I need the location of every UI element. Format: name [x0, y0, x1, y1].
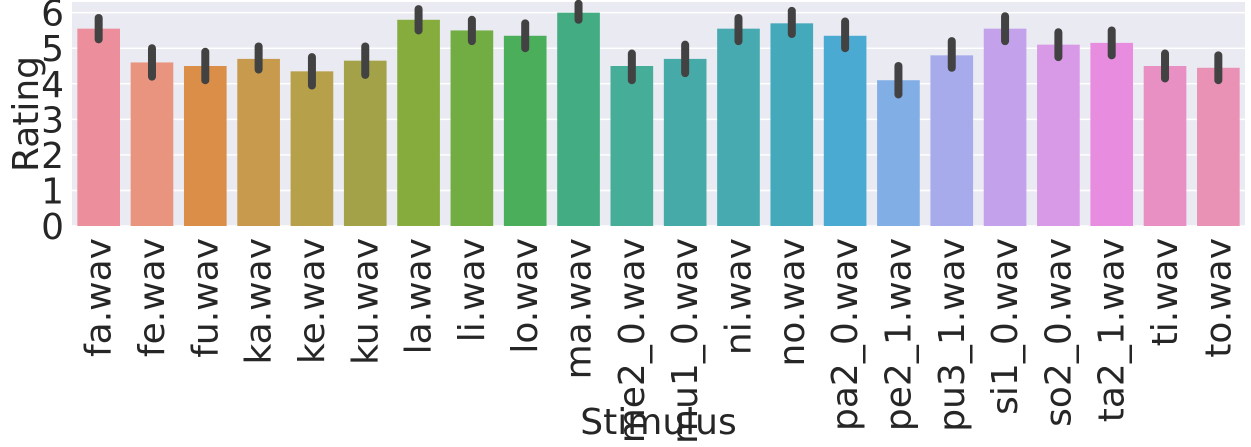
bar	[930, 55, 974, 227]
bar	[450, 30, 494, 227]
x-axis-label: Stimulus	[580, 402, 736, 443]
x-tick-label: pe2_1.wav	[878, 238, 919, 431]
x-tick-label: mu1_0.wav	[665, 238, 706, 444]
x-tick-label: li.wav	[452, 238, 493, 342]
bar	[663, 58, 707, 227]
bar	[130, 62, 174, 226]
bar	[1197, 67, 1240, 227]
x-tick-label: si1_0.wav	[985, 238, 1026, 415]
y-tick-label: 4	[41, 65, 64, 106]
y-tick-label: 5	[41, 29, 64, 70]
x-tick-label: ke.wav	[292, 238, 333, 364]
x-tick-label: ni.wav	[718, 238, 759, 355]
y-axis-label: Rating	[6, 56, 47, 172]
x-tick-label: pa2_0.wav	[825, 238, 866, 431]
bar	[1037, 44, 1080, 226]
x-tick-label: pu3_1.wav	[932, 238, 973, 432]
x-tick-labels: fa.wav fe.wav fu.wav ka.wav ke.wav ku.wav la.w…	[79, 238, 1240, 444]
x-tick-label: fa.wav	[79, 238, 120, 357]
x-tick-label: so2_0.wav	[1038, 238, 1079, 427]
y-tick-label: 6	[41, 0, 64, 35]
x-tick-label: ta2_1.wav	[1092, 238, 1133, 422]
bar	[183, 66, 227, 226]
x-tick-label: ku.wav	[345, 238, 386, 365]
y-tick-label: 2	[41, 136, 64, 177]
x-tick-label: la.wav	[399, 238, 440, 354]
x-tick-label: to.wav	[1198, 238, 1239, 358]
bar	[237, 58, 280, 227]
x-tick-label: ka.wav	[239, 238, 280, 365]
x-tick-label: ma.wav	[559, 238, 600, 379]
bar	[610, 66, 654, 226]
bar	[770, 23, 814, 227]
bar	[1090, 42, 1134, 227]
bars	[77, 12, 1240, 227]
bar	[290, 71, 334, 226]
bar	[343, 60, 387, 226]
x-tick-label: ti.wav	[1145, 238, 1186, 346]
bar	[77, 28, 120, 226]
bar	[557, 12, 600, 226]
bar	[983, 28, 1027, 226]
bar	[397, 19, 440, 227]
y-tick-label: 0	[41, 207, 64, 248]
bar	[823, 35, 867, 227]
x-tick-label: fe.wav	[132, 238, 173, 357]
error-bars	[94, 0, 1223, 99]
x-tick-label: lo.wav	[505, 238, 546, 354]
x-tick-label: fu.wav	[185, 238, 226, 358]
y-tick-label: 1	[41, 171, 64, 212]
x-tick-label: me2_0.wav	[612, 238, 653, 443]
bar	[1143, 66, 1187, 226]
bar	[503, 35, 547, 227]
y-tick-label: 3	[41, 100, 64, 141]
bar	[877, 80, 920, 226]
x-tick-label: no.wav	[772, 238, 813, 366]
bar	[717, 28, 760, 226]
